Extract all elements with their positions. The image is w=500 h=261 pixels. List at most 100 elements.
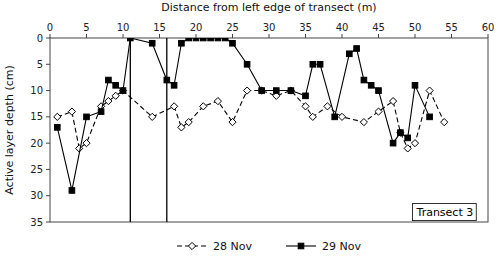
x-tick <box>342 34 343 38</box>
x-tick <box>86 34 87 38</box>
x-tick <box>451 34 452 38</box>
y-tick <box>46 38 50 39</box>
y-tick-label: 35 <box>30 217 43 228</box>
annotation: Transect 3 <box>416 206 474 219</box>
data-point <box>332 114 338 120</box>
data-point <box>376 88 382 94</box>
data-point <box>303 93 309 99</box>
data-point <box>397 129 404 136</box>
y-tick <box>46 90 50 91</box>
data-point <box>128 38 134 41</box>
data-point <box>113 83 119 89</box>
data-point <box>405 135 411 141</box>
x-tick <box>123 34 124 38</box>
data-point <box>222 38 228 41</box>
data-point <box>214 97 221 104</box>
data-point <box>83 140 90 147</box>
x-tick-label: 55 <box>445 22 458 33</box>
x-tick <box>269 34 270 38</box>
data-point <box>317 61 323 67</box>
data-point <box>398 130 404 136</box>
data-point <box>360 119 367 126</box>
data-point <box>68 108 75 115</box>
data-point <box>441 119 448 126</box>
x-tick-label: 25 <box>226 22 239 33</box>
data-point <box>287 87 294 94</box>
data-point <box>390 97 397 104</box>
data-point <box>164 77 170 83</box>
data-point <box>229 119 236 126</box>
data-point <box>375 108 382 115</box>
x-tick-label: 45 <box>372 22 385 33</box>
x-tick <box>232 34 233 38</box>
data-point <box>288 88 294 94</box>
x-axis-label: Distance from left edge of transect (m) <box>161 1 376 14</box>
x-tick-label: 5 <box>83 22 89 33</box>
data-point <box>411 140 418 147</box>
data-point <box>412 83 418 89</box>
x-tick-label: 35 <box>299 22 312 33</box>
y-tick <box>46 143 50 144</box>
data-point <box>208 38 214 41</box>
data-point <box>324 103 331 110</box>
data-point <box>368 83 374 89</box>
data-point <box>361 77 367 83</box>
legend-label: 28 Nov <box>213 240 252 253</box>
legend-marker <box>298 243 304 249</box>
x-tick <box>488 34 489 38</box>
x-tick <box>159 34 160 38</box>
boundary-line <box>166 38 167 222</box>
data-point <box>185 119 192 126</box>
data-point <box>193 38 199 41</box>
data-point <box>120 88 126 94</box>
legend-item: 28 Nov <box>177 240 252 253</box>
x-tick-label: 50 <box>409 22 422 33</box>
plot-area <box>54 38 448 222</box>
x-tick <box>305 34 306 38</box>
legend: 28 Nov 29 Nov <box>177 240 361 253</box>
data-point <box>186 38 192 41</box>
data-point <box>106 77 112 83</box>
y-tick <box>46 222 50 223</box>
x-tick <box>50 34 51 38</box>
plot-frame <box>50 38 488 222</box>
data-point <box>54 113 61 120</box>
legend-label: 29 Nov <box>322 240 361 253</box>
chart: 05101520253035404550556005101520253035Di… <box>0 0 500 261</box>
legend-item: 29 Nov <box>286 240 361 253</box>
x-tick-label: 30 <box>263 22 276 33</box>
data-point <box>105 97 112 104</box>
x-tick-label: 20 <box>190 22 203 33</box>
data-point <box>404 145 411 152</box>
data-point <box>354 46 360 52</box>
y-tick-label: 20 <box>30 138 43 149</box>
y-tick-label: 10 <box>30 85 43 96</box>
data-point <box>244 87 251 94</box>
data-point <box>149 113 156 120</box>
x-tick-label: 10 <box>117 22 130 33</box>
y-tick-label: 30 <box>30 190 43 201</box>
legend-marker <box>188 242 195 249</box>
data-point <box>112 92 119 99</box>
y-tick-label: 5 <box>37 59 43 70</box>
data-point <box>426 87 433 94</box>
x-tick <box>415 34 416 38</box>
data-point <box>201 38 207 41</box>
data-point <box>98 109 104 115</box>
data-point <box>215 38 221 41</box>
data-point <box>310 61 316 67</box>
boundary-line <box>130 38 131 222</box>
y-tick <box>46 64 50 65</box>
data-point <box>259 88 265 94</box>
data-point <box>179 40 185 46</box>
x-tick <box>378 34 379 38</box>
data-point <box>244 61 250 67</box>
data-point <box>274 88 280 94</box>
y-axis-label: Active layer depth (cm) <box>3 65 16 194</box>
data-point <box>338 113 345 120</box>
annotation-box <box>413 204 477 221</box>
series-line <box>57 38 429 190</box>
data-point <box>178 124 185 131</box>
data-point <box>309 113 316 120</box>
data-point <box>347 51 353 57</box>
